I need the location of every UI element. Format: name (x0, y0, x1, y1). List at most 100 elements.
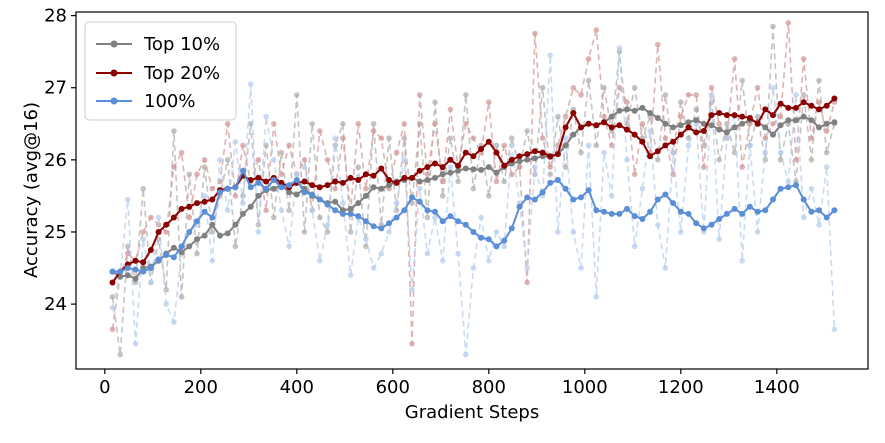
series-point-top20 (447, 156, 454, 163)
series-point-top20 (516, 153, 523, 160)
raw-point-top10 (171, 128, 177, 134)
raw-point-100 (286, 243, 292, 250)
raw-point-100 (631, 243, 638, 250)
raw-point-100 (678, 229, 684, 235)
series-point-100 (355, 213, 362, 220)
series-point-top10 (232, 221, 239, 228)
series-point-top10 (186, 243, 193, 250)
series-point-top20 (547, 153, 554, 160)
series-point-top20 (670, 138, 677, 145)
series-point-100 (585, 187, 592, 194)
series-point-top20 (777, 100, 784, 107)
raw-point-100 (201, 193, 208, 199)
raw-point-top10 (777, 157, 784, 163)
series-point-100 (378, 225, 385, 232)
series-point-100 (316, 196, 323, 203)
series-point-top20 (455, 162, 462, 169)
series-point-100 (324, 201, 331, 208)
series-point-100 (531, 196, 538, 203)
raw-point-top20 (770, 121, 776, 127)
series-point-top20 (140, 259, 147, 266)
raw-point-100 (800, 214, 807, 221)
raw-point-top10 (585, 77, 592, 84)
raw-point-100 (155, 214, 162, 221)
series-point-top20 (562, 124, 569, 131)
series-point-100 (785, 184, 792, 191)
series-point-100 (670, 200, 677, 207)
series-point-top10 (270, 185, 277, 192)
raw-point-100 (716, 236, 722, 242)
series-point-top10 (524, 156, 531, 163)
series-point-top10 (670, 124, 677, 131)
raw-point-top20 (171, 164, 177, 170)
raw-point-100 (171, 319, 177, 325)
x-tick-label: 600 (376, 377, 410, 398)
raw-point-top20 (163, 229, 169, 235)
series-point-top20 (762, 106, 769, 113)
series-point-100 (478, 234, 485, 241)
raw-point-top10 (562, 164, 569, 170)
series-point-100 (155, 256, 162, 263)
raw-point-100 (125, 196, 131, 203)
raw-point-top10 (593, 142, 600, 149)
raw-point-top20 (416, 92, 423, 98)
raw-point-100 (601, 149, 607, 156)
raw-point-top10 (401, 135, 408, 141)
raw-point-top10 (808, 157, 815, 163)
series-point-top10 (785, 117, 792, 124)
series-point-100 (716, 216, 723, 222)
series-point-100 (270, 177, 277, 183)
raw-point-top10 (578, 149, 584, 156)
raw-point-top20 (562, 113, 569, 120)
raw-point-100 (501, 243, 508, 250)
series-point-top20 (255, 174, 262, 181)
series-point-100 (816, 207, 822, 214)
raw-point-top10 (355, 164, 362, 170)
series-point-100 (339, 210, 346, 217)
raw-point-100 (240, 200, 246, 206)
raw-point-100 (662, 265, 669, 271)
raw-point-top10 (455, 178, 461, 185)
raw-point-top20 (639, 121, 646, 127)
series-point-top10 (631, 107, 638, 114)
series-point-top20 (247, 177, 254, 183)
series-point-top20 (639, 138, 646, 145)
series-point-100 (631, 213, 638, 220)
series-point-top10 (447, 169, 454, 176)
raw-point-top20 (286, 142, 292, 149)
raw-point-top10 (800, 92, 807, 98)
series-point-top10 (739, 120, 746, 127)
raw-point-100 (823, 164, 830, 170)
series-point-100 (362, 218, 369, 225)
raw-point-100 (762, 149, 769, 156)
series-point-top20 (770, 112, 776, 119)
series-point-top10 (378, 185, 385, 192)
series-point-top20 (370, 172, 377, 179)
series-point-100 (554, 177, 561, 183)
raw-point-100 (347, 272, 354, 279)
series-point-top20 (170, 214, 177, 221)
raw-point-top10 (470, 185, 477, 192)
raw-point-top10 (409, 200, 415, 206)
raw-point-top10 (324, 229, 331, 235)
series-point-100 (370, 223, 377, 230)
series-point-top20 (347, 174, 354, 181)
raw-point-top20 (593, 27, 600, 33)
raw-point-top20 (340, 135, 346, 141)
series-point-top10 (485, 164, 492, 171)
raw-point-100 (416, 185, 423, 192)
series-point-top10 (654, 115, 661, 121)
series-point-top20 (677, 131, 684, 138)
raw-point-100 (639, 185, 646, 192)
raw-point-top10 (493, 142, 500, 149)
series-point-top10 (416, 178, 423, 185)
series-point-top20 (531, 148, 538, 155)
series-point-top20 (593, 122, 600, 129)
raw-point-100 (401, 157, 408, 163)
raw-point-top20 (278, 171, 285, 178)
raw-point-top10 (109, 294, 116, 300)
raw-point-100 (570, 229, 577, 235)
series-point-top20 (355, 177, 362, 183)
series-point-100 (654, 196, 661, 203)
raw-point-100 (140, 236, 146, 242)
